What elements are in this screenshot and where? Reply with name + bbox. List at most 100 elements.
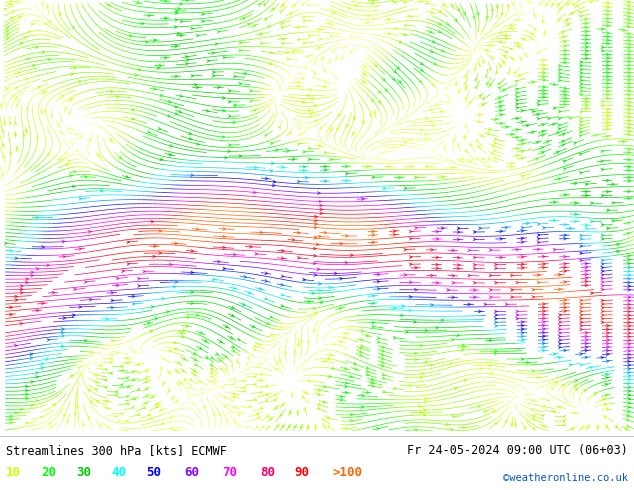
FancyArrowPatch shape (89, 350, 92, 353)
FancyArrowPatch shape (628, 57, 630, 59)
FancyArrowPatch shape (162, 297, 164, 300)
FancyArrowPatch shape (526, 222, 529, 225)
FancyArrowPatch shape (174, 45, 178, 48)
FancyArrowPatch shape (387, 19, 390, 21)
FancyArrowPatch shape (176, 399, 179, 402)
FancyArrowPatch shape (430, 364, 432, 367)
FancyArrowPatch shape (628, 390, 630, 392)
FancyArrowPatch shape (425, 133, 427, 136)
FancyArrowPatch shape (287, 57, 289, 60)
FancyArrowPatch shape (606, 111, 609, 114)
FancyArrowPatch shape (299, 72, 302, 74)
FancyArrowPatch shape (542, 324, 545, 327)
FancyArrowPatch shape (158, 252, 162, 254)
FancyArrowPatch shape (243, 390, 246, 393)
FancyArrowPatch shape (606, 343, 609, 345)
FancyArrowPatch shape (110, 357, 113, 360)
FancyArrowPatch shape (503, 61, 506, 64)
FancyArrowPatch shape (601, 223, 604, 226)
FancyArrowPatch shape (606, 121, 609, 124)
FancyArrowPatch shape (532, 409, 535, 412)
FancyArrowPatch shape (566, 3, 569, 6)
FancyArrowPatch shape (574, 213, 577, 216)
FancyArrowPatch shape (477, 12, 479, 15)
FancyArrowPatch shape (521, 157, 524, 160)
FancyArrowPatch shape (382, 391, 385, 393)
FancyArrowPatch shape (456, 143, 460, 146)
FancyArrowPatch shape (628, 43, 630, 46)
FancyArrowPatch shape (3, 8, 6, 11)
FancyArrowPatch shape (473, 256, 476, 259)
FancyArrowPatch shape (145, 394, 148, 397)
FancyArrowPatch shape (148, 413, 152, 416)
FancyArrowPatch shape (25, 278, 29, 280)
FancyArrowPatch shape (155, 318, 157, 320)
FancyArrowPatch shape (186, 59, 189, 61)
FancyArrowPatch shape (230, 336, 233, 339)
FancyArrowPatch shape (377, 341, 380, 343)
FancyArrowPatch shape (488, 132, 490, 135)
FancyArrowPatch shape (498, 101, 501, 104)
FancyArrowPatch shape (585, 183, 588, 186)
FancyArrowPatch shape (134, 74, 138, 76)
FancyArrowPatch shape (359, 346, 362, 349)
FancyArrowPatch shape (230, 363, 232, 367)
FancyArrowPatch shape (157, 67, 160, 70)
FancyArrowPatch shape (346, 172, 348, 175)
FancyArrowPatch shape (563, 40, 566, 43)
FancyArrowPatch shape (626, 424, 629, 427)
FancyArrowPatch shape (372, 241, 375, 244)
FancyArrowPatch shape (485, 83, 488, 86)
FancyArrowPatch shape (500, 30, 503, 33)
FancyArrowPatch shape (110, 353, 113, 356)
FancyArrowPatch shape (210, 356, 213, 358)
FancyArrowPatch shape (537, 376, 540, 379)
FancyArrowPatch shape (436, 267, 439, 270)
FancyArrowPatch shape (0, 104, 2, 107)
FancyArrowPatch shape (542, 75, 545, 77)
FancyArrowPatch shape (601, 169, 604, 171)
FancyArrowPatch shape (355, 44, 358, 47)
FancyArrowPatch shape (481, 98, 484, 101)
FancyArrowPatch shape (75, 133, 78, 136)
FancyArrowPatch shape (579, 121, 582, 123)
FancyArrowPatch shape (480, 134, 483, 136)
Text: 70: 70 (222, 466, 237, 479)
FancyArrowPatch shape (542, 405, 545, 408)
FancyArrowPatch shape (74, 412, 77, 415)
FancyArrowPatch shape (564, 234, 567, 237)
FancyArrowPatch shape (564, 270, 566, 272)
FancyArrowPatch shape (579, 72, 583, 74)
FancyArrowPatch shape (378, 100, 380, 103)
FancyArrowPatch shape (366, 334, 369, 337)
FancyArrowPatch shape (542, 306, 545, 309)
FancyArrowPatch shape (457, 264, 460, 266)
FancyArrowPatch shape (585, 346, 588, 348)
FancyArrowPatch shape (214, 413, 216, 416)
FancyArrowPatch shape (512, 58, 515, 61)
FancyArrowPatch shape (382, 150, 385, 153)
FancyArrowPatch shape (61, 331, 64, 334)
FancyArrowPatch shape (281, 26, 283, 29)
FancyArrowPatch shape (516, 18, 519, 21)
FancyArrowPatch shape (606, 339, 609, 342)
FancyArrowPatch shape (606, 93, 609, 96)
FancyArrowPatch shape (381, 353, 384, 356)
FancyArrowPatch shape (542, 267, 545, 269)
FancyArrowPatch shape (79, 80, 81, 83)
FancyArrowPatch shape (48, 423, 51, 425)
FancyArrowPatch shape (308, 158, 311, 161)
FancyArrowPatch shape (20, 292, 23, 294)
FancyArrowPatch shape (409, 238, 412, 240)
FancyArrowPatch shape (254, 383, 257, 386)
FancyArrowPatch shape (585, 49, 588, 52)
FancyArrowPatch shape (558, 110, 561, 113)
FancyArrowPatch shape (233, 377, 236, 379)
FancyArrowPatch shape (121, 270, 124, 272)
FancyArrowPatch shape (160, 368, 163, 370)
FancyArrowPatch shape (559, 7, 562, 10)
FancyArrowPatch shape (485, 49, 488, 52)
FancyArrowPatch shape (304, 67, 306, 70)
FancyArrowPatch shape (233, 383, 235, 386)
FancyArrowPatch shape (372, 385, 374, 387)
